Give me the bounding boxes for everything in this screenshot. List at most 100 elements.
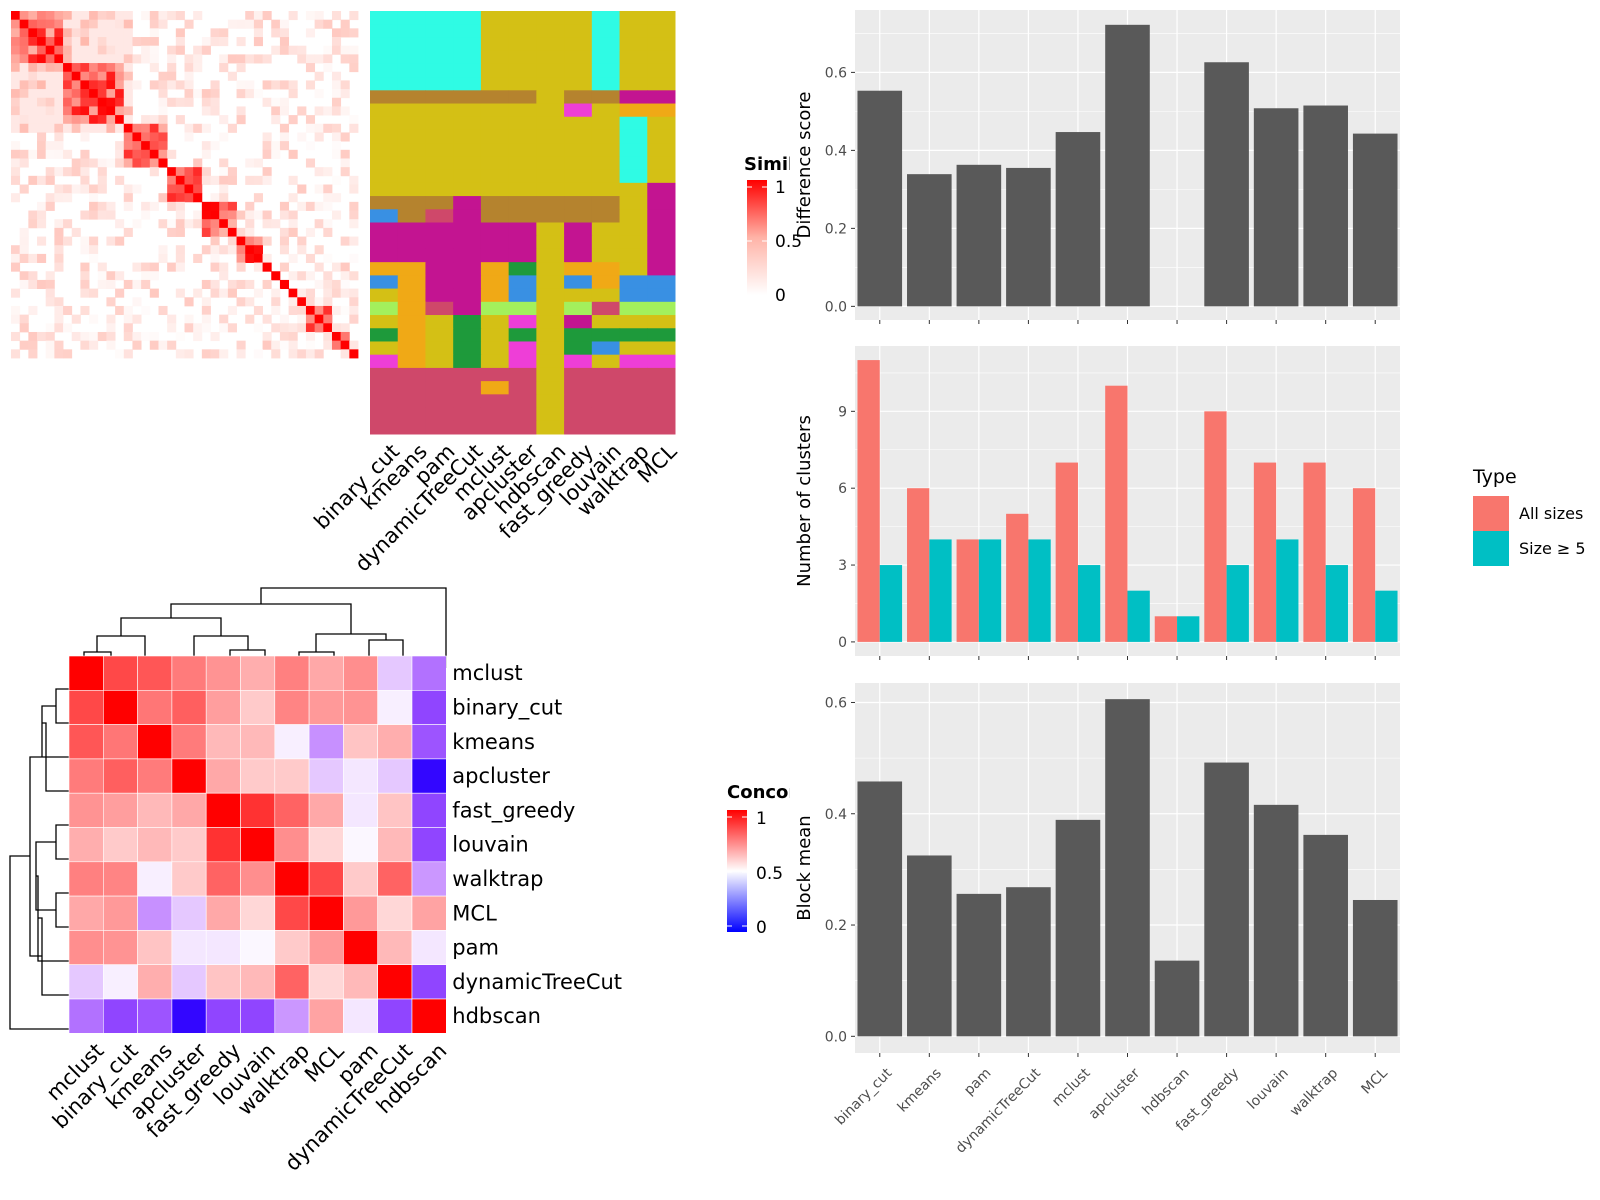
similarity-cell — [71, 158, 81, 168]
similarity-cell — [253, 193, 263, 203]
similarity-cell — [123, 314, 133, 324]
similarity-cell — [201, 219, 211, 229]
similarity-cell — [340, 279, 350, 290]
similarity-cell — [314, 314, 324, 324]
similarity-cell — [106, 314, 116, 324]
assignment-cell — [480, 301, 510, 316]
assignment-cell — [619, 367, 648, 382]
concordance-cell — [68, 998, 104, 1034]
similarity-cell — [305, 28, 316, 38]
assignment-cell — [647, 182, 676, 197]
bar-apcluster-size-ge-5 — [1127, 590, 1150, 642]
similarity-cell — [279, 19, 290, 29]
concordance-cell — [171, 964, 207, 1000]
similarity-cell — [141, 271, 151, 281]
similarity-cell — [340, 149, 350, 159]
similarity-cell — [219, 193, 229, 203]
concordance-cell — [103, 895, 138, 931]
assignment-cell — [480, 341, 510, 356]
similarity-cell — [97, 19, 107, 29]
similarity-cell — [323, 279, 333, 290]
assignment-cell — [397, 420, 426, 435]
similarity-cell — [167, 340, 177, 350]
similarity-cell — [123, 63, 133, 73]
assignment-cell — [480, 315, 510, 329]
similarity-cell — [54, 149, 64, 159]
similarity-cell — [193, 323, 203, 333]
similarity-cell — [11, 54, 21, 64]
bar-kmeans-size-ge-5 — [929, 539, 952, 642]
assignment-cell — [619, 37, 648, 52]
similarity-cell — [219, 219, 229, 229]
similarity-cell — [323, 63, 333, 73]
similarity-cell — [106, 63, 116, 73]
similarity-cell — [19, 271, 29, 281]
similarity-cell — [236, 245, 246, 255]
bar-apcluster — [1105, 699, 1150, 1037]
x-tick-label-binary_cut: binary_cut — [832, 1065, 896, 1129]
similarity-cell — [45, 340, 55, 350]
similarity-cell — [314, 297, 324, 307]
similarity-cell — [45, 288, 55, 298]
similarity-cell — [89, 314, 99, 324]
similarity-cell — [28, 106, 38, 116]
similarity-cell — [28, 210, 38, 220]
assignment-cell — [619, 182, 648, 197]
similarity-cell — [175, 28, 185, 38]
similarity-cell — [63, 167, 73, 177]
concordance-cell — [137, 724, 173, 760]
similarity-cell — [323, 54, 333, 64]
bar-hdbscan-size-ge-5 — [1177, 616, 1200, 642]
similarity-cell — [279, 323, 290, 333]
similarity-cell — [19, 115, 29, 125]
similarity-cell — [201, 106, 211, 116]
similarity-cell — [227, 279, 237, 290]
similarity-cell — [331, 106, 342, 116]
assignment-cell — [564, 354, 593, 369]
similarity-cell — [28, 89, 38, 99]
similarity-cell — [210, 97, 220, 107]
similarity-cell — [106, 71, 116, 81]
concordance-cell — [103, 930, 138, 966]
similarity-cell — [253, 210, 263, 220]
similarity-legend-tick-1: 1 — [775, 178, 786, 198]
similarity-cell — [288, 193, 298, 203]
assignment-cell — [453, 63, 482, 78]
type-legend-title: Type — [1472, 466, 1517, 488]
concordance-cell — [240, 724, 276, 760]
assignment-cell — [370, 63, 399, 78]
similarity-legend: Similarity 1 0.5 0 — [744, 154, 842, 306]
concordance-cell — [137, 964, 173, 1000]
similarity-cell — [97, 97, 107, 107]
similarity-cell — [123, 28, 133, 38]
similarity-cell — [340, 349, 350, 359]
similarity-cell — [245, 227, 255, 237]
assignment-cell — [591, 129, 621, 144]
similarity-cell — [28, 331, 38, 342]
similarity-cell — [279, 340, 290, 350]
assignment-cell — [508, 394, 537, 409]
similarity-cell — [63, 89, 73, 99]
bar-mclust — [1055, 132, 1101, 307]
similarity-cell — [97, 71, 107, 81]
similarity-cell — [297, 297, 307, 307]
similarity-cell — [37, 80, 47, 90]
assignment-cell — [425, 275, 454, 290]
similarity-cell — [123, 19, 133, 29]
similarity-cell — [149, 149, 159, 159]
assignment-cell — [397, 288, 426, 303]
assignment-cell — [591, 169, 621, 184]
similarity-cell — [323, 323, 333, 333]
bar-fast_greedy-all-sizes — [1204, 411, 1227, 642]
similarity-cell — [210, 288, 220, 298]
assignment-cell — [619, 407, 648, 422]
similarity-cell — [80, 54, 90, 64]
assignment-cell — [508, 24, 537, 38]
similarity-cell — [97, 89, 107, 99]
assignment-cell — [425, 63, 454, 78]
similarity-cell — [106, 28, 116, 38]
similarity-legend-title: Similarity — [744, 154, 842, 175]
assignment-cell — [508, 143, 537, 157]
x-tick-label-mclust: mclust — [1049, 1065, 1094, 1110]
similarity-cell — [227, 167, 237, 177]
